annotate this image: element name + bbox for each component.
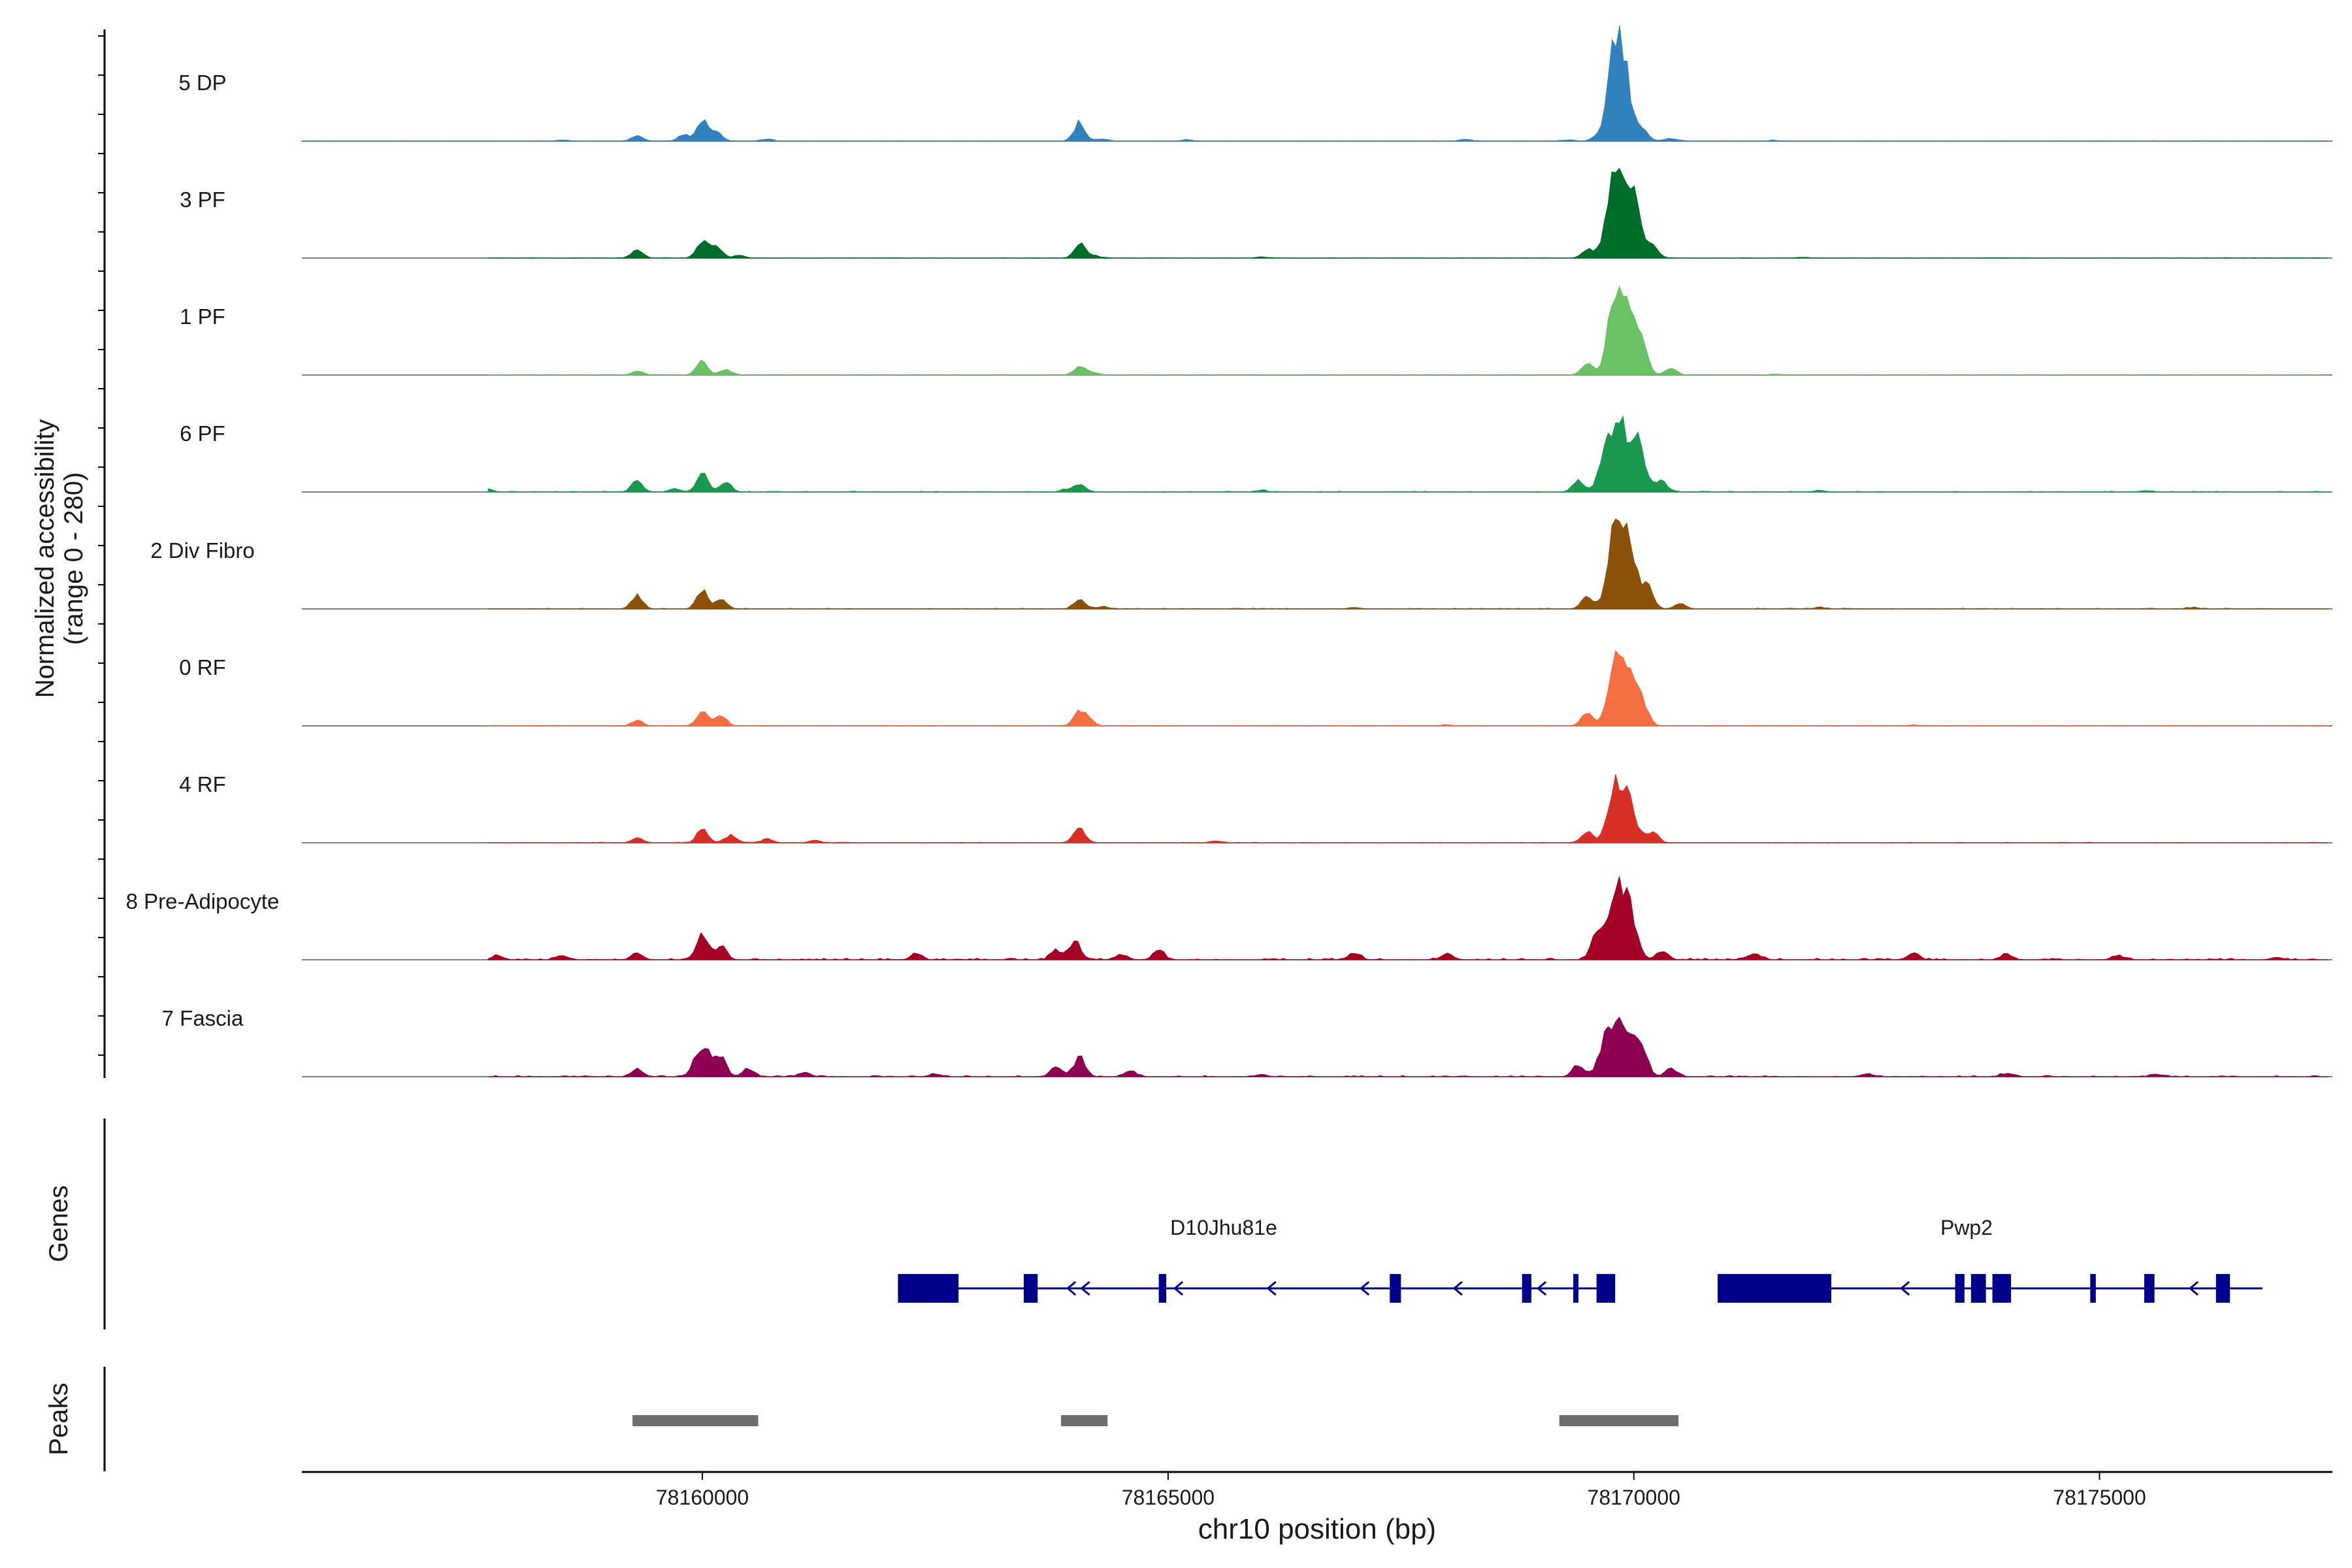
coverage-track: 1 PF	[180, 286, 2332, 376]
gene-exon	[1992, 1274, 2012, 1303]
gene-exon	[1023, 1274, 1038, 1303]
strand-arrow	[1080, 1281, 1090, 1296]
peak-region-bar	[1559, 1415, 1679, 1426]
track-label: 8 Pre-Adipocyte	[126, 889, 280, 913]
gene-exon	[1596, 1274, 1616, 1303]
peak-region-bar	[632, 1415, 759, 1426]
gene-exon	[1158, 1274, 1167, 1303]
x-tick-label: 78160000	[656, 1486, 749, 1509]
y-axis-range-label: (range 0 - 280)	[59, 472, 88, 645]
gene-name-label: D10Jhu81e	[1170, 1216, 1277, 1239]
strand-arrow	[1452, 1281, 1463, 1296]
track-label: 0 RF	[179, 655, 226, 679]
gene-model: D10Jhu81e	[898, 1216, 1616, 1303]
gene-model: Pwp2	[1718, 1216, 2263, 1303]
y-axis-label: Normalized accessibility	[31, 419, 59, 698]
x-tick-label: 78175000	[2053, 1486, 2146, 1509]
gene-exon	[1970, 1274, 1986, 1303]
strand-arrow	[1899, 1281, 1910, 1296]
gene-exon	[1522, 1274, 1531, 1303]
track-label: 2 Div Fibro	[150, 538, 255, 563]
gene-exon	[2144, 1274, 2155, 1303]
coverage-area	[301, 25, 2328, 142]
peak-region-bar	[1060, 1415, 1108, 1426]
track-label: 5 DP	[178, 71, 226, 95]
x-axis-label: chr10 position (bp)	[1198, 1513, 1436, 1545]
x-tick-label: 78170000	[1588, 1486, 1680, 1509]
coverage-track: 0 RF	[179, 649, 2332, 727]
coverage-area	[488, 167, 2328, 259]
coverage-area	[487, 415, 2328, 493]
coverage-track: 5 DP	[178, 25, 2332, 142]
gene-exon	[1390, 1274, 1401, 1303]
peak-regions	[632, 1415, 1679, 1426]
gene-name-label: Pwp2	[1940, 1216, 1993, 1239]
coverage-track: 4 RF	[179, 772, 2332, 843]
coverage-track: 6 PF	[180, 415, 2332, 493]
gene-exon	[1955, 1274, 1965, 1303]
coverage-y-axis-ticks	[98, 35, 105, 1056]
coverage-tracks: 5 DP 3 PF 1 PF 6 PF 2 Div Fibro 0 RF 4 RF 8 Pre…	[126, 25, 2332, 1077]
gene-exon	[2215, 1274, 2230, 1303]
track-label: 4 RF	[179, 772, 226, 796]
gene-exon	[2090, 1274, 2096, 1303]
coverage-track: 3 PF	[180, 167, 2332, 259]
strand-arrow	[1359, 1281, 1370, 1296]
track-label: 7 Fascia	[162, 1006, 244, 1030]
peaks-panel-label: Peaks	[44, 1382, 73, 1455]
strand-arrow	[1173, 1281, 1184, 1296]
coverage-area	[488, 1016, 2328, 1077]
genes-panel-label: Genes	[44, 1185, 73, 1262]
strand-arrow	[1066, 1281, 1077, 1296]
gene-exon	[1573, 1274, 1579, 1303]
coverage-area	[488, 286, 2328, 376]
gene-exon	[1718, 1274, 1831, 1303]
coverage-track: 8 Pre-Adipocyte	[126, 876, 2332, 960]
track-label: 3 PF	[180, 188, 225, 212]
coverage-track: 7 Fascia	[162, 1006, 2332, 1077]
track-label: 1 PF	[180, 304, 225, 329]
coverage-area	[487, 876, 2328, 960]
strand-arrow	[2188, 1281, 2199, 1296]
x-axis-ticks: 78160000 78165000 78170000 78175000	[656, 1472, 2146, 1509]
coverage-area	[487, 518, 2328, 610]
strand-arrow	[1536, 1281, 1547, 1296]
x-tick-label: 78165000	[1122, 1486, 1215, 1509]
gene-exon	[898, 1274, 959, 1303]
track-label: 6 PF	[180, 421, 225, 446]
coverage-area	[487, 649, 2328, 727]
strand-arrow	[1266, 1281, 1277, 1296]
coverage-area	[488, 774, 2328, 843]
coverage-track: 2 Div Fibro	[150, 518, 2332, 610]
gene-annotations: D10Jhu81e Pwp2	[898, 1216, 2263, 1303]
